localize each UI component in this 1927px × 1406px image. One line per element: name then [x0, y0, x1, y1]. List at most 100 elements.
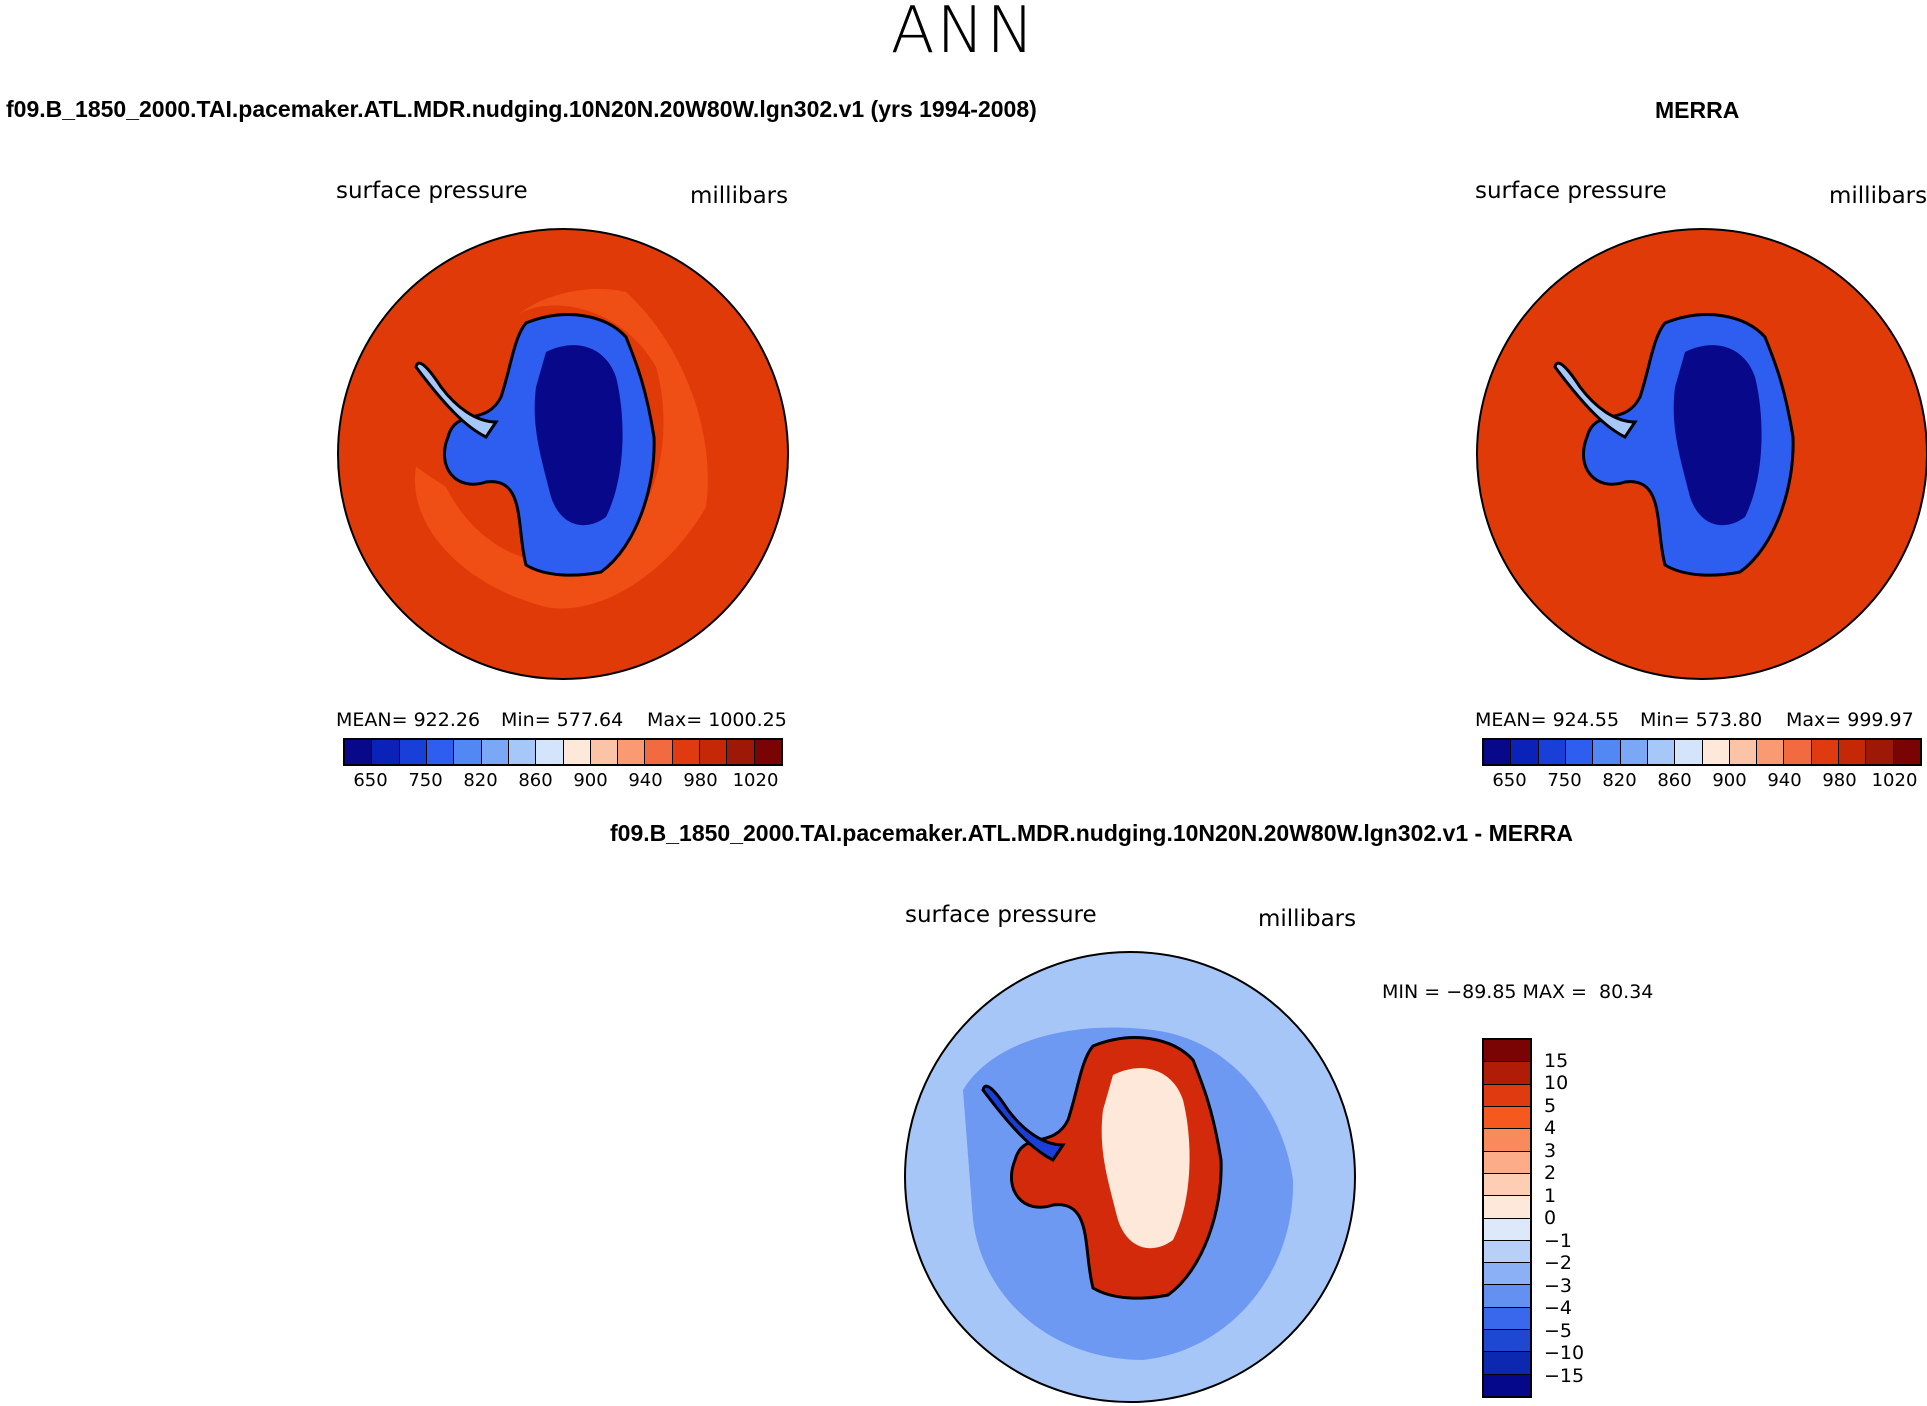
colorbar-tick-label: 860	[1657, 770, 1692, 791]
colorbar-tick-label: −4	[1544, 1297, 1573, 1319]
colorbar-swatch	[1484, 1218, 1530, 1241]
colorbar-ticks-model: 650 750 820 860 900 940 980 1020	[343, 770, 783, 794]
colorbar-tick-label: 3	[1544, 1139, 1557, 1162]
colorbar-swatch	[1757, 740, 1785, 764]
colorbar-tick-label: 2	[1544, 1162, 1557, 1184]
colorbar-tick-label: 980	[1822, 770, 1857, 791]
colorbar-tick-label: 4	[1544, 1117, 1557, 1139]
colorbar-tick-label: 15	[1544, 1049, 1569, 1072]
antarctica-core	[534, 345, 623, 526]
panel-heading: f09.B_1850_2000.TAI.pacemaker.ATL.MDR.nu…	[6, 96, 1037, 122]
peninsula	[981, 1084, 1066, 1162]
colorbar-tick-label: 5	[1544, 1094, 1557, 1117]
colorbar-swatch	[1484, 1084, 1530, 1107]
colorbar-swatch	[563, 740, 591, 764]
colorbar-swatch	[345, 740, 373, 764]
colorbar-swatch	[1484, 1106, 1530, 1130]
colorbar-ticks-diff: 15 10 5 4 3 2 1 0 −1 −2 −3 −4 −5 −10 −15	[1544, 1038, 1604, 1398]
diff-stats: MIN = −89.85 MAX = 80.34	[1382, 981, 1654, 1003]
colorbar-tick-label: 980	[683, 770, 718, 791]
surface-pressure-difference-map	[904, 951, 1356, 1403]
colorbar-tick-label: 0	[1544, 1207, 1557, 1229]
colorbar-tick-label: 1020	[1871, 770, 1918, 791]
colorbar-tick-label: −5	[1544, 1319, 1573, 1342]
colorbar-swatch	[1511, 740, 1539, 764]
colorbar-diff	[1482, 1038, 1532, 1398]
stats-max: Max= 1000.25	[647, 709, 787, 731]
colorbar-swatch	[590, 740, 619, 764]
colorbar-swatch	[1839, 740, 1867, 764]
colorbar-swatch	[672, 740, 701, 764]
colorbar-swatch	[727, 740, 755, 764]
colorbar-swatch	[1647, 740, 1676, 764]
colorbar-swatch	[1484, 1263, 1530, 1286]
colorbar-swatch	[1565, 740, 1594, 764]
colorbar-tick-label: 650	[1492, 770, 1527, 791]
colorbar-tick-label: 940	[1767, 770, 1802, 791]
figure-title: ANN	[890, 0, 1037, 68]
colorbar-swatch	[1484, 740, 1512, 764]
colorbar-tick-label: 860	[518, 770, 553, 791]
colorbar-abs-model	[343, 738, 783, 766]
colorbar-swatch	[1702, 740, 1730, 764]
colorbar-swatch	[1484, 1285, 1530, 1308]
variable-label: surface pressure	[336, 178, 528, 204]
units-label: millibars	[1829, 183, 1927, 209]
colorbar-swatch	[1484, 1129, 1530, 1152]
surface-pressure-map-model	[337, 228, 789, 680]
colorbar-tick-label: 900	[573, 770, 608, 791]
units-label: millibars	[690, 183, 789, 209]
stats-min: Min= 577.64	[501, 709, 624, 731]
colorbar-swatch	[1538, 740, 1566, 764]
colorbar-abs-merra	[1482, 738, 1922, 766]
colorbar-swatch	[700, 740, 728, 764]
colorbar-swatch	[399, 740, 427, 764]
colorbar-swatch	[1484, 1173, 1530, 1197]
variable-label: surface pressure	[905, 902, 1097, 928]
colorbar-tick-label: 820	[463, 770, 498, 791]
colorbar-swatch	[454, 740, 482, 764]
colorbar-swatch	[1593, 740, 1621, 764]
stats-min: Min= 573.80	[1640, 709, 1763, 731]
peninsula	[1553, 361, 1638, 439]
colorbar-tick-label: 650	[353, 770, 388, 791]
colorbar-tick-label: 900	[1712, 770, 1747, 791]
colorbar-swatch	[1893, 740, 1920, 764]
colorbar-tick-label: 750	[408, 770, 443, 791]
colorbar-swatch	[1484, 1374, 1530, 1396]
colorbar-tick-label: −10	[1544, 1342, 1585, 1364]
colorbar-swatch	[1484, 1330, 1530, 1353]
antarctica-core	[1673, 345, 1762, 526]
colorbar-swatch	[508, 740, 537, 764]
colorbar-tick-label: 750	[1547, 770, 1582, 791]
colorbar-swatch	[645, 740, 673, 764]
colorbar-tick-label: −1	[1544, 1229, 1573, 1252]
colorbar-swatch	[1484, 1040, 1530, 1063]
colorbar-tick-label: 940	[628, 770, 663, 791]
colorbar-swatch	[1675, 740, 1703, 764]
colorbar-swatch	[1784, 740, 1812, 764]
colorbar-swatch	[1484, 1352, 1530, 1375]
colorbar-tick-label: 1	[1544, 1184, 1557, 1207]
colorbar-swatch	[1484, 1151, 1530, 1174]
colorbar-swatch	[536, 740, 564, 764]
colorbar-tick-label: −3	[1544, 1274, 1573, 1297]
panel-heading: f09.B_1850_2000.TAI.pacemaker.ATL.MDR.nu…	[610, 820, 1573, 846]
colorbar-tick-label: 820	[1602, 770, 1637, 791]
panel-heading: MERRA	[1655, 97, 1740, 123]
colorbar-swatch	[1484, 1240, 1530, 1264]
colorbar-tick-label: 10	[1544, 1072, 1569, 1094]
colorbar-tick-label: −15	[1544, 1364, 1585, 1387]
surface-pressure-map-merra	[1476, 228, 1927, 680]
stats-mean: MEAN= 924.55	[1475, 709, 1620, 731]
colorbar-tick-label: 1020	[732, 770, 779, 791]
stats-mean: MEAN= 922.26	[336, 709, 481, 731]
peninsula	[414, 361, 499, 439]
colorbar-swatch	[1729, 740, 1758, 764]
colorbar-swatch	[372, 740, 400, 764]
variable-label: surface pressure	[1475, 178, 1667, 204]
colorbar-ticks-merra: 650 750 820 860 900 940 980 1020	[1482, 770, 1922, 794]
colorbar-swatch	[1866, 740, 1894, 764]
colorbar-swatch	[754, 740, 781, 764]
units-label: millibars	[1258, 906, 1357, 932]
